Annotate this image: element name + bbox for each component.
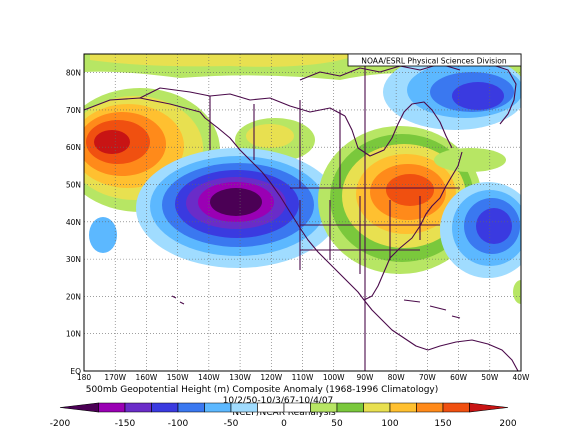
colorbar-ticks: -200 -150 -100 -50 0 50 100 150 200 bbox=[50, 419, 517, 429]
coast-south-america bbox=[427, 339, 519, 371]
eastern-ridge-l6 bbox=[386, 174, 434, 206]
lon-label: 110W bbox=[292, 373, 314, 382]
coast-hudson-bay bbox=[344, 101, 453, 157]
credit-box bbox=[347, 53, 522, 67]
colorbar-segment bbox=[124, 402, 152, 413]
coast-alaska-north bbox=[139, 87, 346, 117]
lon-label: 40W bbox=[513, 373, 531, 382]
colorbar-segment bbox=[151, 402, 179, 413]
colorbar-tick-label: -150 bbox=[115, 419, 136, 429]
lat-label: 30N bbox=[66, 255, 81, 264]
greenland-low-core bbox=[452, 82, 504, 110]
lon-label: 180 bbox=[77, 373, 92, 382]
colorbar-segment bbox=[416, 402, 444, 413]
lon-axis-labels: 180 170W 160W 150W 140W 130W 120W 110W 100W 90W 80… bbox=[77, 373, 530, 382]
aleutian-ridge-yellow bbox=[246, 124, 294, 148]
atlantic-edge-green bbox=[513, 280, 521, 304]
credit-text: NOAA/ESRL Physical Sciences Division bbox=[361, 57, 507, 66]
coast-central-america bbox=[363, 299, 429, 351]
lon-label: 60W bbox=[450, 373, 468, 382]
arctic-ridge-yellow bbox=[90, 54, 360, 67]
lat-axis-labels: 80N 70N 60N 50N 40N 30N 20N 10N EQ bbox=[66, 69, 81, 376]
caption-dates: 10/2/50-10/3/67-10/4/07 bbox=[223, 396, 334, 406]
borders-us bbox=[290, 187, 460, 274]
lon-label: 100W bbox=[323, 373, 345, 382]
colorbar-segment bbox=[336, 402, 364, 413]
lat-label: 80N bbox=[66, 69, 81, 78]
coast-west-na bbox=[261, 171, 365, 301]
border-canada-provinces bbox=[209, 96, 341, 188]
colorbar-tick-label: 150 bbox=[434, 419, 451, 429]
colorbar-segment bbox=[230, 402, 258, 413]
lon-label: 150W bbox=[167, 373, 189, 382]
lat-label: EQ bbox=[70, 367, 81, 376]
lat-label: 40N bbox=[66, 218, 81, 227]
colorbar-tick-label: -100 bbox=[168, 419, 189, 429]
lon-label: 90W bbox=[356, 373, 374, 382]
lon-label: 160W bbox=[136, 373, 158, 382]
colorbar-segment bbox=[389, 402, 417, 413]
lon-label: 70W bbox=[419, 373, 437, 382]
coast-alaska bbox=[84, 97, 263, 173]
colorbar-tick-label: 50 bbox=[331, 419, 343, 429]
lon-label: 130W bbox=[229, 373, 251, 382]
map-frame bbox=[83, 53, 522, 372]
lon-label: 170W bbox=[104, 373, 126, 382]
colorbar-segment bbox=[363, 402, 391, 413]
colorbar-segment bbox=[177, 402, 205, 413]
colorbar-segment bbox=[283, 402, 311, 413]
caption-title: 500mb Geopotential Height (m) Composite … bbox=[86, 385, 439, 395]
colorbar-tick-label: 100 bbox=[381, 419, 398, 429]
anomaly-field bbox=[84, 54, 521, 304]
lon-label: 50W bbox=[481, 373, 499, 382]
colorbar-segment bbox=[257, 402, 285, 413]
lon-label: 120W bbox=[260, 373, 282, 382]
colorbar-tick-label: 0 bbox=[281, 419, 287, 429]
lat-label: 70N bbox=[66, 106, 81, 115]
colorbar-segment bbox=[204, 402, 232, 413]
colorbar-segment bbox=[59, 402, 99, 413]
colorbar-tick-label: -200 bbox=[50, 419, 71, 429]
nw-atlantic-tongue bbox=[434, 148, 506, 172]
coastlines bbox=[84, 54, 519, 371]
pacific-ridge-core bbox=[94, 130, 130, 154]
pacific-small-low bbox=[89, 217, 117, 253]
colorbar-segment bbox=[310, 402, 338, 413]
lat-label: 20N bbox=[66, 292, 81, 301]
caption-source: NCEP/NCAR Reanalysis bbox=[232, 408, 336, 418]
caribbean-islands bbox=[403, 299, 461, 319]
colorbar bbox=[59, 402, 509, 413]
colorbar-tick-label: 200 bbox=[499, 419, 516, 429]
graticule bbox=[84, 54, 521, 371]
colorbar-tick-label: -50 bbox=[224, 419, 239, 429]
western-trough-core bbox=[210, 188, 262, 216]
lat-label: 50N bbox=[66, 181, 81, 190]
colorbar-segment bbox=[469, 402, 509, 413]
lon-label: 80W bbox=[388, 373, 406, 382]
colorbar-segment bbox=[442, 402, 470, 413]
atlantic-trough-l4 bbox=[476, 208, 512, 244]
lat-label: 60N bbox=[66, 143, 81, 152]
hawaii-islands bbox=[171, 295, 185, 305]
colorbar-segment bbox=[98, 402, 126, 413]
lon-label: 140W bbox=[198, 373, 220, 382]
lat-label: 10N bbox=[66, 330, 81, 339]
